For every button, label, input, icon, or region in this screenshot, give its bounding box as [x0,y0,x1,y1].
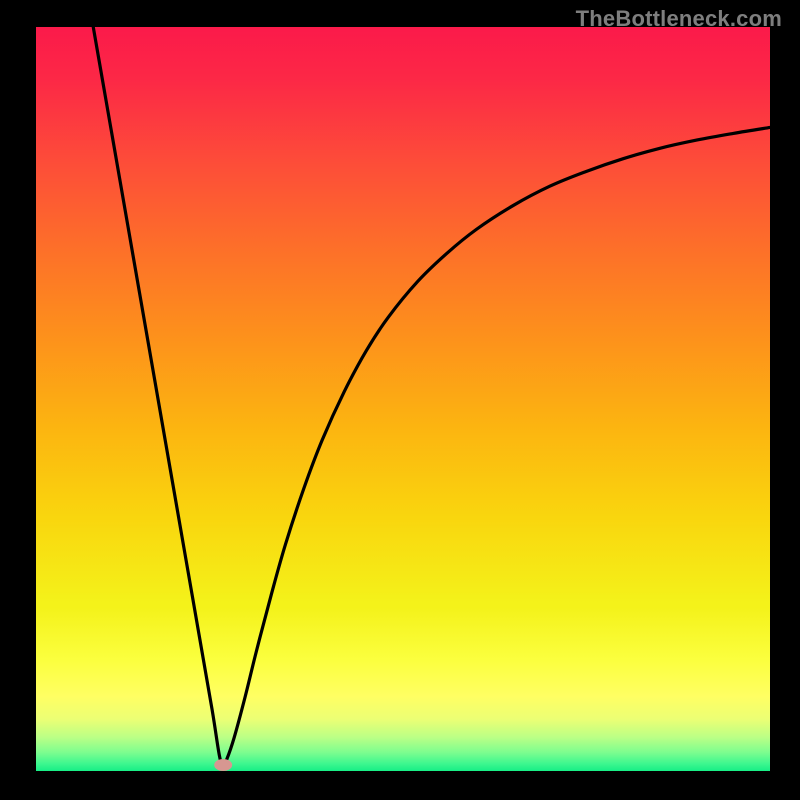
optimal-point-marker [214,759,232,771]
chart-stage: TheBottleneck.com [0,0,800,800]
plot-background [36,27,770,771]
watermark-text: TheBottleneck.com [576,6,782,32]
bottleneck-chart [0,0,800,800]
